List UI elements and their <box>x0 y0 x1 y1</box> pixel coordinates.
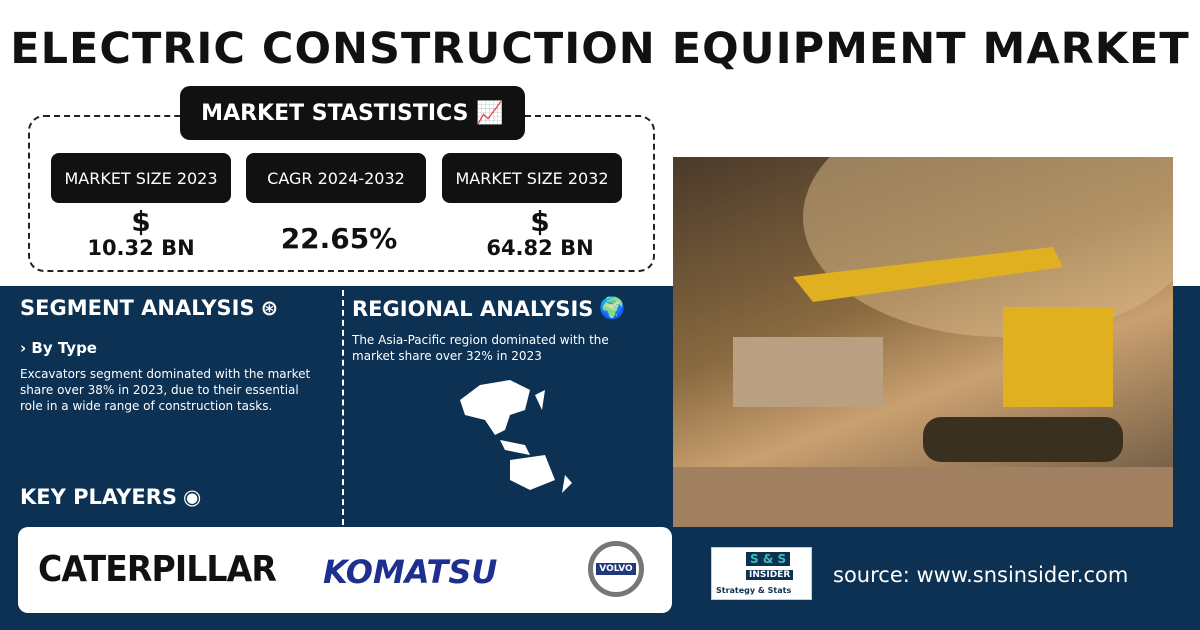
currency-symbol: $ <box>530 205 550 238</box>
key-players-text: KEY PLAYERS <box>20 485 177 509</box>
regional-heading-text: REGIONAL ANALYSIS <box>352 296 594 321</box>
regional-text: The Asia-Pacific region dominated with t… <box>352 333 609 363</box>
stats-heading-text: MARKET STASTISTICS <box>201 100 469 126</box>
person-icon: ◉ <box>183 485 202 509</box>
chart-growth-icon: 📈 <box>476 100 504 126</box>
segment-icon: ⊛ <box>260 296 279 320</box>
segment-sub: › By Type <box>20 339 97 357</box>
excavator-photo <box>673 157 1173 527</box>
segment-heading-text: SEGMENT ANALYSIS <box>20 296 255 320</box>
volvo-logo: VOLVO <box>588 541 644 597</box>
asia-pacific-map <box>460 380 572 493</box>
page-title: ELECTRIC CONSTRUCTION EQUIPMENT MARKET <box>10 24 1190 74</box>
logo-top: S & S <box>746 552 791 566</box>
stat-label: CAGR 2024-2032 <box>246 153 426 203</box>
divider <box>342 290 344 525</box>
stat-value: $10.32 BN <box>51 205 231 261</box>
caterpillar-logo: CATERPILLAR <box>38 549 277 590</box>
stat-label: MARKET SIZE 2032 <box>442 153 622 203</box>
globe-pin-icon: 🌍 <box>599 296 626 320</box>
source-text: source: www.snsinsider.com <box>833 563 1129 587</box>
segment-heading: SEGMENT ANALYSIS ⊛ <box>20 296 278 320</box>
logo-bottom: Strategy & Stats <box>716 586 792 595</box>
logo-mid: INSIDER <box>746 570 794 580</box>
sns-insider-logo: S & S INSIDER Strategy & Stats <box>711 547 812 600</box>
value-text: 64.82 BN <box>486 236 594 260</box>
volvo-text: VOLVO <box>596 563 636 575</box>
stat-value: 22.65% <box>280 222 398 255</box>
stats-heading: MARKET STASTISTICS 📈 <box>180 86 525 140</box>
key-players-heading: KEY PLAYERS ◉ <box>20 485 201 509</box>
regional-heading: REGIONAL ANALYSIS 🌍 <box>352 296 626 321</box>
currency-symbol: $ <box>131 205 151 238</box>
stat-label: MARKET SIZE 2023 <box>51 153 231 203</box>
excavator-illustration <box>673 157 1173 527</box>
value-text: 10.32 BN <box>87 236 195 260</box>
komatsu-logo: KOMATSU <box>323 553 498 591</box>
key-players-logos: CATERPILLAR KOMATSU VOLVO <box>18 527 672 613</box>
stat-value: $64.82 BN <box>450 205 630 261</box>
segment-text: Excavators segment dominated with the ma… <box>20 367 311 413</box>
